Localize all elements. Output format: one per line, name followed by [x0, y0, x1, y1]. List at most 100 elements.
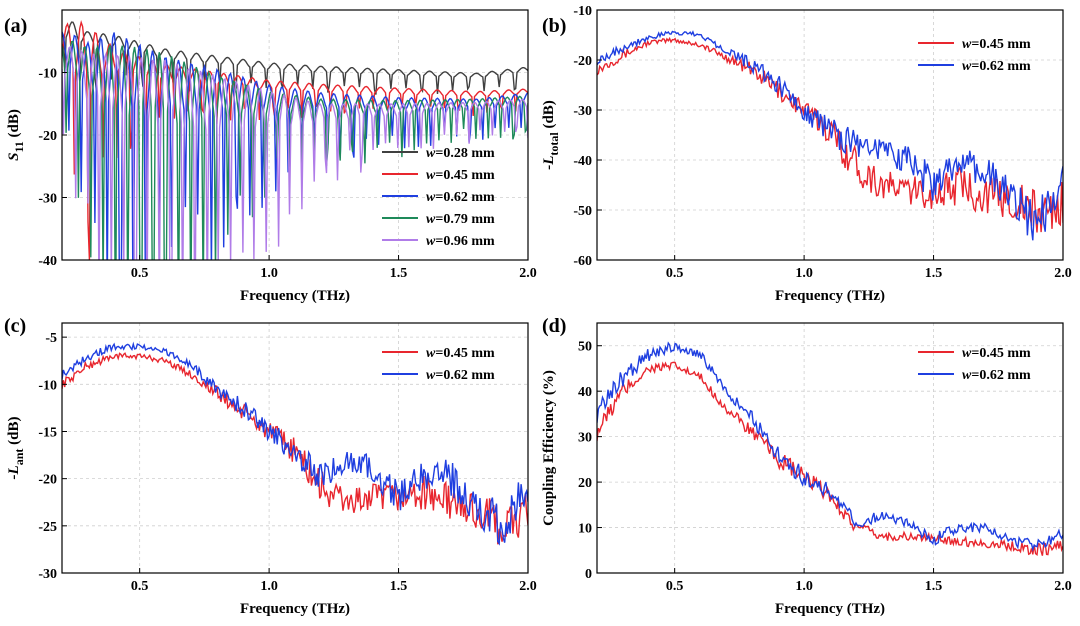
- legend-label-2: w=0.62 mm: [426, 190, 495, 205]
- legend-w-symbol: w: [426, 190, 436, 205]
- legend-label-0: w=0.28 mm: [426, 146, 495, 161]
- series-line-0: [597, 361, 1063, 557]
- panel-c: 0.5 1.0 1.5 2.0 -30 -25 -20 -15 -10 -5 Frequency (…: [4, 315, 537, 617]
- y-axis-label-main: -L: [6, 465, 22, 479]
- panel-label: (a): [4, 15, 27, 37]
- panel-label: (d): [542, 315, 566, 337]
- y-tick-label: -5: [45, 331, 57, 346]
- plot-frame: [596, 9, 1064, 261]
- y-axis-label: S11 (dB): [6, 109, 26, 161]
- y-tick-label: 50: [578, 340, 592, 355]
- plot-area: [62, 341, 528, 546]
- x-tick-label: 1.5: [390, 579, 408, 594]
- legend-value: =0.45 mm: [435, 346, 495, 361]
- panel-label: (b): [542, 15, 566, 37]
- legend-w-symbol: w: [962, 368, 972, 383]
- plot-frame: [61, 322, 529, 574]
- legend-w-symbol: w: [962, 37, 972, 52]
- x-axis-label: Frequency (THz): [775, 601, 885, 617]
- x-tick-label: 1.5: [925, 266, 943, 281]
- y-axis-label-subscript: 11: [12, 141, 26, 152]
- y-tick-label: -30: [38, 567, 57, 582]
- legend-w-symbol: w: [426, 146, 436, 161]
- legend-value: =0.79 mm: [435, 212, 495, 227]
- plot-area: [62, 20, 528, 260]
- x-tick-label: 1.0: [795, 579, 813, 594]
- y-axis-label-subscript: total: [547, 132, 561, 156]
- legend-value: =0.62 mm: [971, 59, 1031, 74]
- x-tick-label: 1.5: [390, 266, 408, 281]
- legend-w-symbol: w: [962, 59, 972, 74]
- series-line-4: [62, 45, 528, 260]
- legend-label-0: w=0.45 mm: [962, 346, 1031, 361]
- y-tick-label: 0: [585, 567, 592, 582]
- x-tick-label: 2.0: [519, 579, 537, 594]
- x-tick-label: 1.0: [795, 266, 813, 281]
- y-tick-label: -50: [573, 204, 592, 219]
- legend-w-symbol: w: [426, 368, 436, 383]
- y-tick-label: -30: [38, 192, 57, 207]
- y-axis-label-unit: (dB): [541, 100, 557, 132]
- legend-value: =0.45 mm: [971, 346, 1031, 361]
- y-axis-label-main: S: [6, 153, 22, 161]
- y-tick-label: -40: [573, 154, 592, 169]
- y-tick-label: -40: [38, 254, 57, 269]
- series-line-1: [597, 341, 1063, 552]
- y-tick-label: -60: [573, 254, 592, 269]
- y-tick-label: -20: [38, 129, 57, 144]
- legend-value: =0.28 mm: [435, 146, 495, 161]
- y-axis-label: -Ltotal (dB): [541, 100, 561, 170]
- panel-b: 0.5 1.0 1.5 2.0 -60 -50 -40 -30 -20 -10 Frequency …: [541, 4, 1072, 304]
- x-tick-label: 1.0: [260, 266, 278, 281]
- x-axis-label: Frequency (THz): [240, 288, 350, 304]
- legend-value: =0.62 mm: [435, 368, 495, 383]
- y-tick-label: 20: [578, 476, 592, 491]
- legend-value: =0.62 mm: [435, 190, 495, 205]
- x-axis-label: Frequency (THz): [775, 288, 885, 304]
- y-tick-label: 40: [578, 385, 592, 400]
- y-tick-label: -10: [38, 378, 57, 393]
- x-tick-label: 1.0: [260, 579, 278, 594]
- panel-label: (c): [4, 315, 26, 337]
- y-axis-label-unit: (dB): [6, 109, 22, 141]
- y-tick-label: -30: [573, 104, 592, 119]
- x-tick-label: 2.0: [1054, 579, 1072, 594]
- y-tick-label: -20: [38, 473, 57, 488]
- series-line-1: [62, 341, 528, 546]
- y-tick-label: -10: [573, 4, 592, 19]
- x-axis-label: Frequency (THz): [240, 601, 350, 617]
- series-line-2: [62, 31, 528, 260]
- legend-label-0: w=0.45 mm: [962, 37, 1031, 52]
- plot-frame: [596, 322, 1064, 574]
- y-axis-label: -Lant (dB): [6, 417, 26, 480]
- legend-label-3: w=0.79 mm: [426, 212, 495, 227]
- legend-w-symbol: w: [962, 346, 972, 361]
- y-axis-label-main: -L: [541, 156, 557, 170]
- series-line-1: [597, 30, 1063, 241]
- legend-value: =0.45 mm: [971, 37, 1031, 52]
- legend-label-1: w=0.62 mm: [962, 59, 1031, 74]
- x-tick-label: 2.0: [1054, 266, 1072, 281]
- y-axis-label-subscript: ant: [12, 449, 26, 466]
- legend-label-1: w=0.45 mm: [426, 168, 495, 183]
- legend-label-0: w=0.45 mm: [426, 346, 495, 361]
- y-tick-label: 10: [578, 522, 592, 537]
- legend-label-1: w=0.62 mm: [962, 368, 1031, 383]
- x-tick-label: 0.5: [666, 266, 684, 281]
- legend-w-symbol: w: [426, 346, 436, 361]
- x-tick-label: 1.5: [925, 579, 943, 594]
- legend-w-symbol: w: [426, 234, 436, 249]
- plot-area: [597, 30, 1063, 241]
- legend-value: =0.45 mm: [435, 168, 495, 183]
- x-tick-label: 0.5: [666, 579, 684, 594]
- legend-w-symbol: w: [426, 212, 436, 227]
- legend-value: =0.62 mm: [971, 368, 1031, 383]
- panel-d: 0.5 1.0 1.5 2.0 0 10 20 30 40 50 Frequency (THz) Co…: [541, 315, 1072, 617]
- legend-label-1: w=0.62 mm: [426, 368, 495, 383]
- x-tick-label: 2.0: [519, 266, 537, 281]
- y-axis-label: Coupling Efficiency (%): [541, 370, 557, 526]
- y-tick-label: -25: [38, 520, 57, 535]
- y-tick-label: 30: [578, 431, 592, 446]
- panel-a: 0.5 1.0 1.5 2.0 -40 -30 -20 -10 Frequency (THz) S…: [4, 9, 537, 304]
